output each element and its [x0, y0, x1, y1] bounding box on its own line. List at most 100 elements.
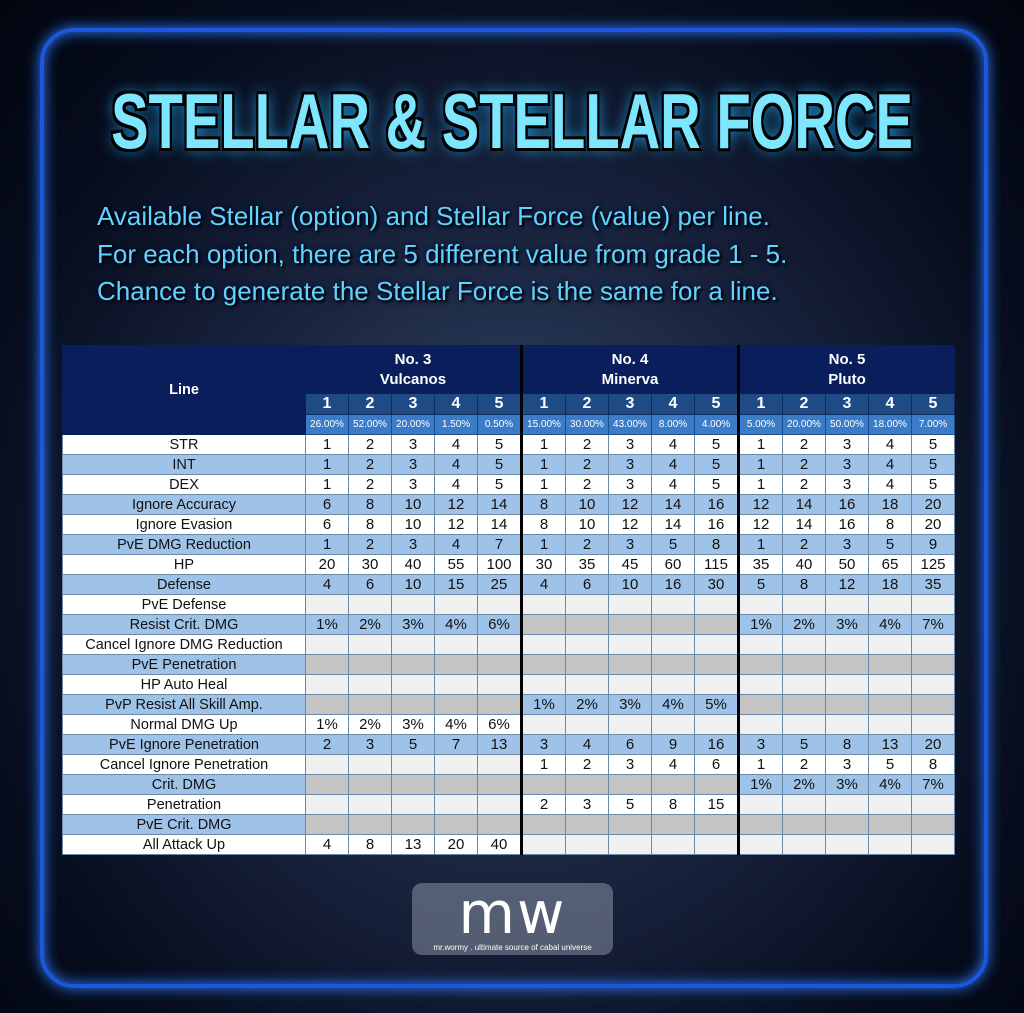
value-cell: 1%: [305, 714, 349, 735]
empty-cell: [651, 814, 695, 835]
empty-cell: [391, 754, 435, 775]
value-cell: 12: [434, 514, 478, 535]
value-cell: 9: [911, 534, 955, 555]
value-cell: 1: [520, 534, 566, 555]
empty-cell: [477, 814, 522, 835]
value-cell: 2: [565, 434, 609, 455]
empty-cell: [477, 674, 522, 695]
value-cell: 5: [477, 474, 522, 495]
value-cell: 8: [348, 834, 392, 855]
empty-cell: [391, 634, 435, 655]
value-cell: 2: [782, 454, 826, 475]
empty-cell: [608, 594, 652, 615]
value-cell: 6: [565, 574, 609, 595]
empty-cell: [868, 714, 912, 735]
empty-cell: [565, 774, 609, 795]
empty-cell: [434, 654, 478, 675]
empty-cell: [348, 774, 392, 795]
value-cell: 8: [911, 754, 955, 775]
value-cell: 4%: [868, 614, 912, 635]
group-name: Pluto: [828, 370, 866, 388]
empty-cell: [911, 694, 955, 715]
value-cell: 7%: [911, 614, 955, 635]
value-cell: 2%: [348, 614, 392, 635]
value-cell: 1: [305, 474, 349, 495]
value-cell: 100: [477, 554, 522, 575]
value-cell: 7: [434, 734, 478, 755]
value-cell: 4: [434, 534, 478, 555]
empty-cell: [520, 834, 566, 855]
value-cell: 3: [391, 474, 435, 495]
empty-cell: [825, 714, 869, 735]
option-label: Normal DMG Up: [62, 714, 306, 735]
value-cell: 16: [825, 494, 869, 515]
value-cell: 115: [694, 554, 739, 575]
table-row: Crit. DMG 1% 2% 3% 4% 7%: [62, 774, 955, 795]
grade-header: 3: [825, 393, 869, 415]
empty-cell: [477, 634, 522, 655]
grade-header: 1: [737, 393, 783, 415]
empty-cell: [565, 814, 609, 835]
empty-cell: [305, 674, 349, 695]
value-cell: 3: [608, 754, 652, 775]
group-name: Vulcanos: [379, 370, 447, 388]
chance-cell: 7.00%: [911, 414, 955, 435]
empty-cell: [737, 634, 783, 655]
grade-header: 3: [391, 393, 435, 415]
value-cell: 5: [868, 534, 912, 555]
empty-cell: [868, 834, 912, 855]
value-cell: 20: [911, 514, 955, 535]
value-cell: 3%: [825, 774, 869, 795]
value-cell: 1: [305, 534, 349, 555]
empty-cell: [782, 834, 826, 855]
value-cell: 2: [565, 454, 609, 475]
value-cell: 15: [434, 574, 478, 595]
empty-cell: [348, 674, 392, 695]
empty-cell: [911, 634, 955, 655]
value-cell: 35: [565, 554, 609, 575]
empty-cell: [911, 594, 955, 615]
value-cell: 8: [520, 494, 566, 515]
empty-cell: [694, 634, 739, 655]
value-cell: 4: [651, 474, 695, 495]
empty-cell: [477, 754, 522, 775]
option-label: PvE Defense: [62, 594, 306, 615]
value-cell: 20: [911, 494, 955, 515]
value-cell: 1%: [520, 694, 566, 715]
value-cell: 8: [348, 494, 392, 515]
empty-cell: [737, 674, 783, 695]
value-cell: 35: [737, 554, 783, 575]
empty-cell: [348, 654, 392, 675]
empty-cell: [565, 674, 609, 695]
option-label: All Attack Up: [62, 834, 306, 855]
empty-cell: [868, 634, 912, 655]
value-cell: 7: [477, 534, 522, 555]
empty-cell: [348, 814, 392, 835]
value-cell: 1%: [737, 614, 783, 635]
value-cell: 1: [305, 454, 349, 475]
value-cell: 3: [391, 534, 435, 555]
value-cell: 14: [651, 514, 695, 535]
empty-cell: [348, 594, 392, 615]
empty-cell: [434, 794, 478, 815]
empty-cell: [391, 774, 435, 795]
grade-header: 5: [694, 393, 739, 415]
chance-cell: 4.00%: [694, 414, 739, 435]
empty-cell: [868, 594, 912, 615]
empty-cell: [434, 674, 478, 695]
line-header: Line: [62, 345, 306, 435]
empty-cell: [694, 654, 739, 675]
value-cell: 5: [477, 454, 522, 475]
value-cell: 3: [608, 454, 652, 475]
empty-cell: [565, 834, 609, 855]
value-cell: 45: [608, 554, 652, 575]
empty-cell: [737, 794, 783, 815]
empty-cell: [782, 654, 826, 675]
empty-cell: [868, 674, 912, 695]
value-cell: 4: [651, 454, 695, 475]
value-cell: 4%: [434, 714, 478, 735]
empty-cell: [348, 694, 392, 715]
chance-cell: 50.00%: [825, 414, 869, 435]
empty-cell: [694, 814, 739, 835]
empty-cell: [434, 634, 478, 655]
